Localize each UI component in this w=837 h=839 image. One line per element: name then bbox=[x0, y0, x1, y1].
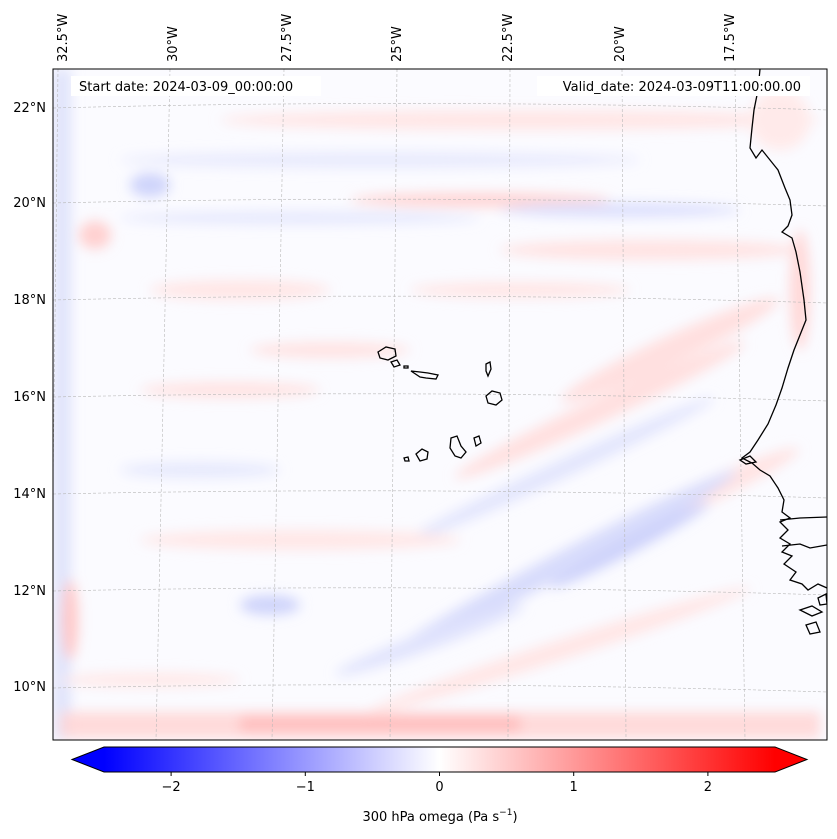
omega-blob bbox=[150, 280, 330, 300]
omega-blob bbox=[240, 716, 520, 732]
omega-blob bbox=[220, 110, 820, 130]
omega-blob bbox=[140, 382, 320, 398]
lat-label: 18°N bbox=[13, 293, 46, 308]
omega-blob bbox=[790, 230, 810, 350]
lon-label: 32.5°W bbox=[56, 14, 71, 62]
lon-label: 22.5°W bbox=[501, 14, 516, 62]
valid-date-label: Valid_date: 2024-03-09T11:00:00.00 bbox=[563, 80, 801, 95]
lat-label: 12°N bbox=[13, 584, 46, 599]
lon-label: 20°W bbox=[613, 26, 628, 62]
omega-blob bbox=[140, 530, 460, 550]
dakar-peninsula bbox=[738, 455, 758, 465]
omega-blob bbox=[550, 502, 710, 588]
coast-detail bbox=[781, 543, 827, 549]
omega-blob bbox=[405, 397, 715, 543]
island-brava bbox=[403, 456, 410, 462]
start-date-box bbox=[71, 76, 321, 96]
omega-field bbox=[53, 69, 820, 740]
omega-blob bbox=[120, 152, 640, 168]
lon-label: 17.5°W bbox=[723, 14, 738, 62]
omega-blob bbox=[750, 90, 810, 150]
omega-blob bbox=[561, 297, 779, 403]
coast-detail bbox=[779, 516, 827, 521]
omega-blob bbox=[120, 212, 480, 224]
colorbar-label: 300 hPa omega (Pa s−1) bbox=[362, 808, 517, 825]
omega-blob bbox=[500, 240, 800, 260]
colorbar-extend-min bbox=[72, 747, 104, 772]
colorbar: −2 −1 0 1 2 300 hPa omega (Pa s−1) bbox=[70, 746, 809, 825]
omega-blob bbox=[250, 342, 410, 358]
lat-label: 16°N bbox=[13, 390, 46, 405]
africa-coastline bbox=[740, 69, 827, 591]
omega-blob bbox=[130, 173, 170, 197]
island-sal bbox=[485, 361, 492, 378]
lon-label: 27.5°W bbox=[280, 14, 295, 62]
island-santiago bbox=[449, 435, 467, 459]
lat-label: 20°N bbox=[13, 196, 46, 211]
colorbar-tick-label: −2 bbox=[162, 780, 181, 795]
omega-blob bbox=[335, 604, 525, 676]
colorbar-body bbox=[104, 747, 775, 772]
island-sao-vicente bbox=[390, 359, 401, 368]
colorbar-extend-max bbox=[775, 747, 807, 772]
graticule bbox=[53, 69, 827, 740]
colorbar-tick-label: 1 bbox=[570, 780, 578, 795]
island-maio bbox=[473, 435, 482, 448]
colorbar-ticks: −2 −1 0 1 2 bbox=[162, 772, 712, 795]
omega-blob bbox=[240, 595, 300, 615]
valid-date-box bbox=[537, 76, 810, 96]
island-santo-antao bbox=[377, 346, 397, 361]
omega-blob bbox=[350, 193, 610, 207]
colorbar-tick-label: 0 bbox=[435, 780, 443, 795]
lat-label: 10°N bbox=[13, 680, 46, 695]
omega-blob bbox=[62, 580, 78, 660]
omega-blob bbox=[369, 587, 751, 713]
lat-label: 22°N bbox=[13, 101, 46, 116]
omega-blob bbox=[500, 203, 740, 217]
omega-blob bbox=[410, 282, 630, 298]
omega-blob bbox=[454, 341, 746, 479]
lon-label: 25°W bbox=[390, 26, 405, 62]
colorbar-outline bbox=[70, 746, 809, 773]
omega-blob bbox=[383, 470, 737, 660]
lat-label: 14°N bbox=[13, 487, 46, 502]
coastlines bbox=[377, 69, 827, 635]
lon-label: 30°W bbox=[166, 26, 181, 62]
omega-blob bbox=[79, 221, 111, 249]
start-date-label: Start date: 2024-03-09_00:00:00 bbox=[79, 80, 293, 95]
latitude-labels: 22°N 20°N 18°N 16°N 14°N 12°N 10°N bbox=[13, 101, 46, 695]
omega-blob bbox=[120, 462, 280, 478]
map-frame bbox=[52, 68, 828, 741]
island-sao-nicolau bbox=[410, 370, 439, 380]
omega-blob bbox=[60, 673, 240, 687]
map-panel: Start date: 2024-03-09_00:00:00 Valid_da… bbox=[52, 68, 828, 741]
omega-blob bbox=[53, 69, 71, 740]
colorbar-tick-label: −1 bbox=[296, 780, 315, 795]
island-santa-luzia bbox=[403, 365, 409, 369]
island-boa-vista bbox=[485, 390, 503, 406]
island-fogo bbox=[415, 448, 429, 462]
longitude-labels: 32.5°W 30°W 27.5°W 25°W 22.5°W 20°W 17.5… bbox=[56, 14, 738, 62]
bijagos-islands bbox=[798, 592, 827, 635]
colorbar-tick-label: 2 bbox=[704, 780, 712, 795]
